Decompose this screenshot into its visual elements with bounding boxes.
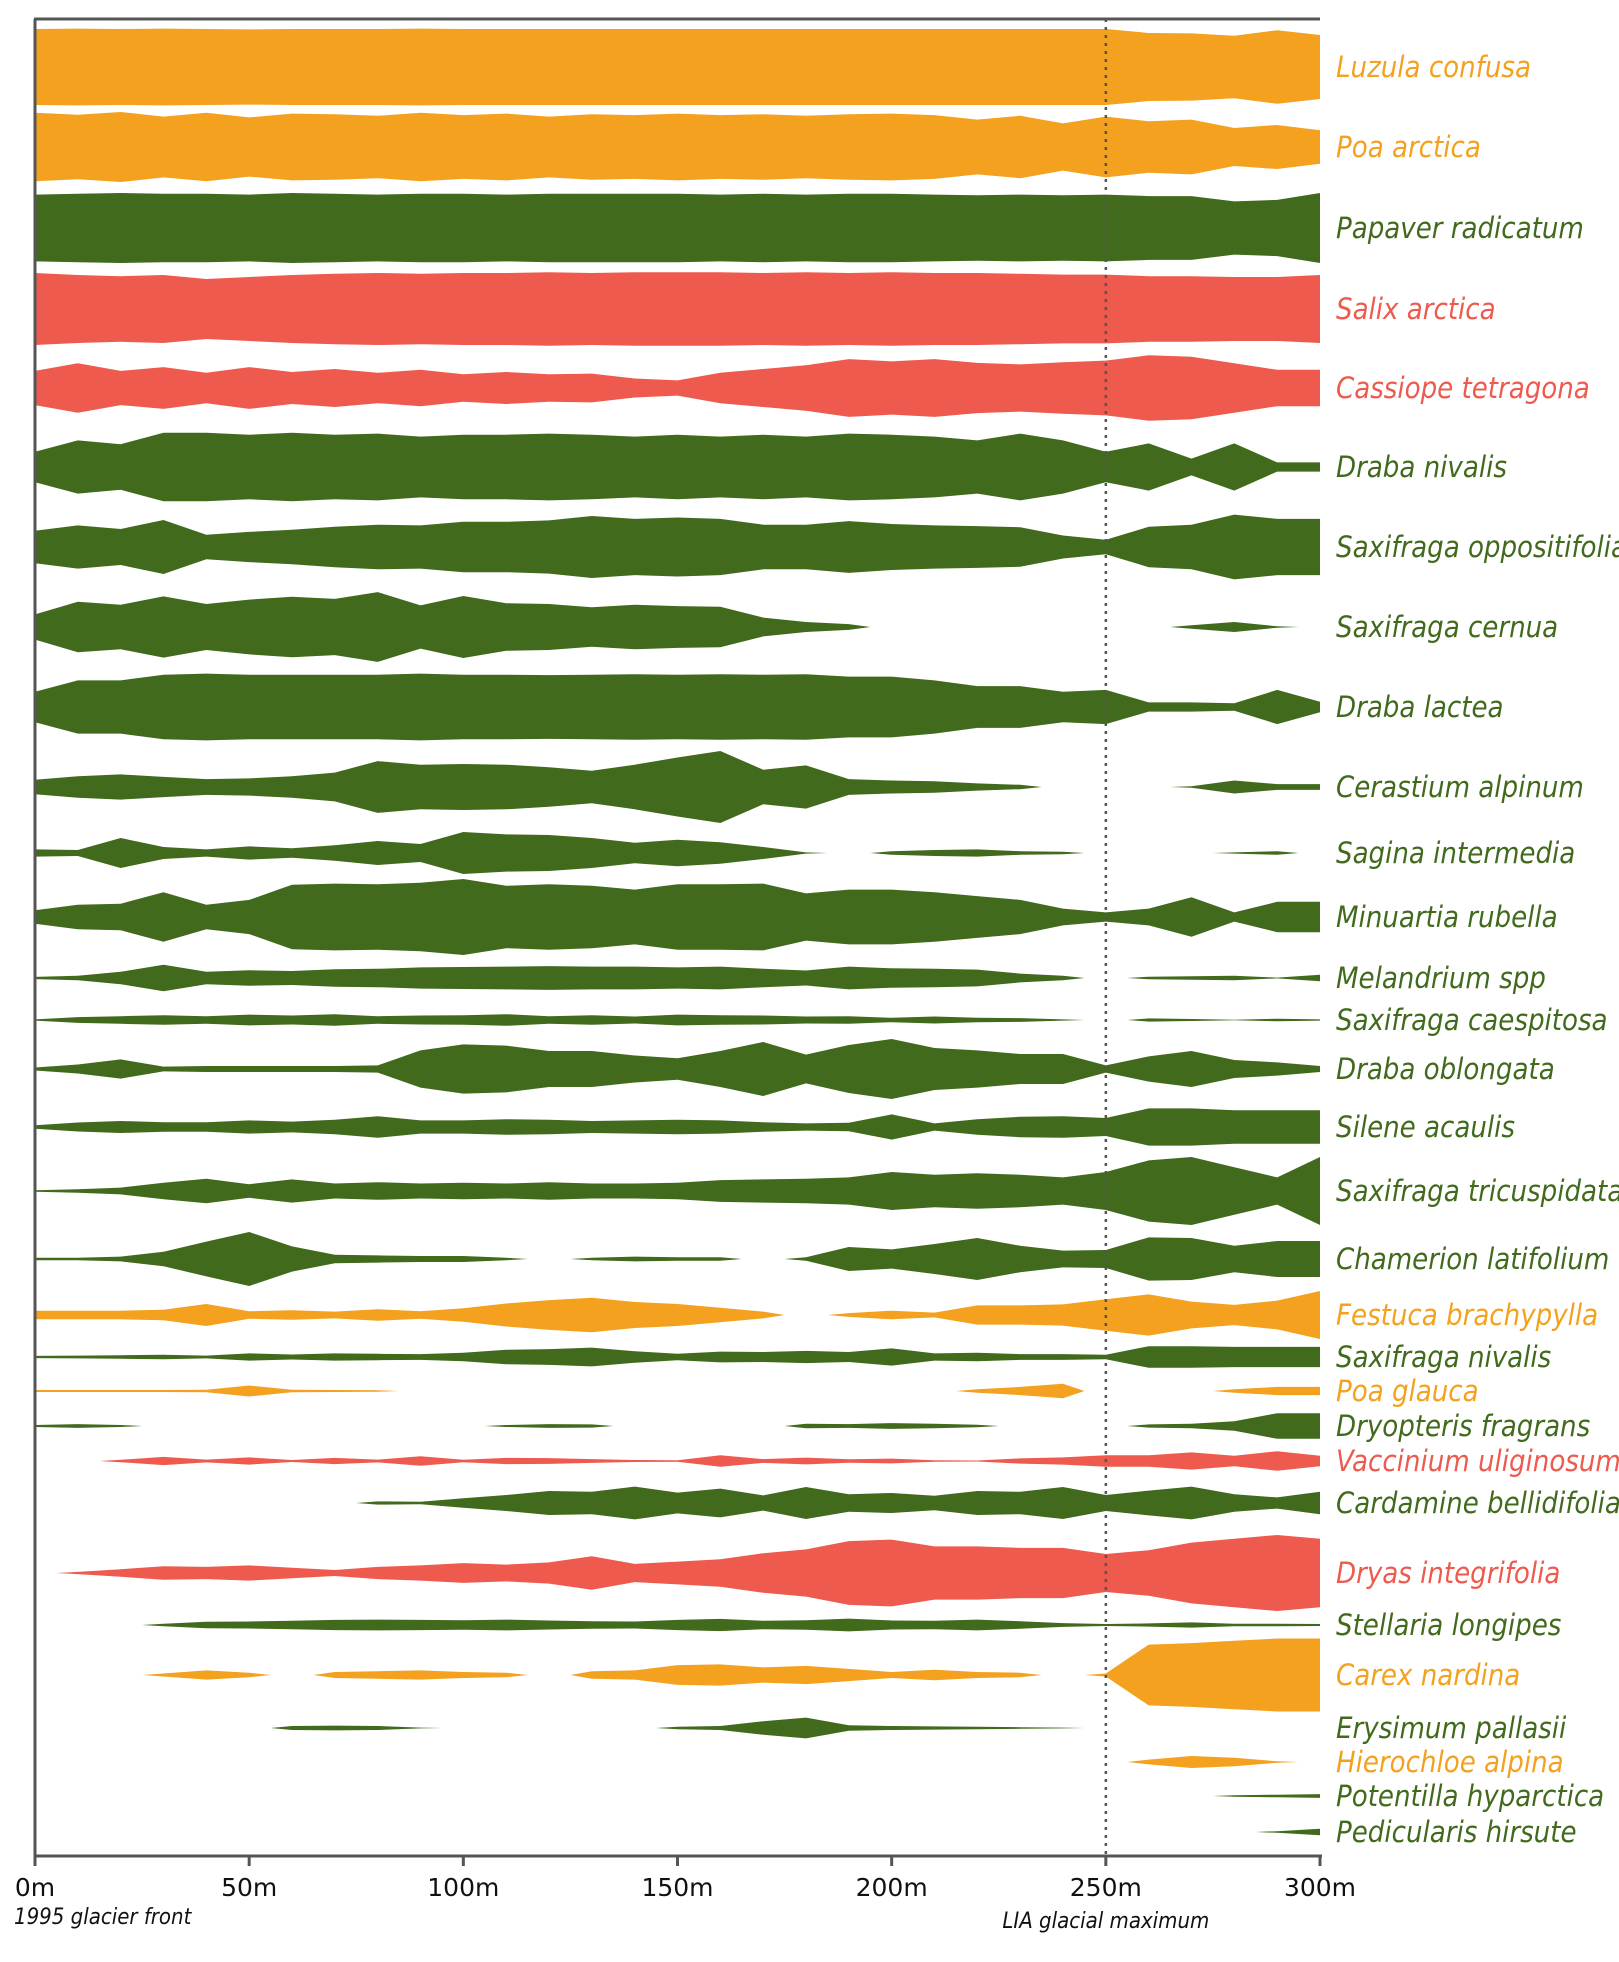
label-draba-lactea: Draba lactea bbox=[1336, 690, 1504, 724]
label-sagina-intermedia: Sagina intermedia bbox=[1336, 836, 1575, 870]
band-draba-nivalis-0 bbox=[35, 432, 1320, 502]
band-saxifraga-cernua-1 bbox=[1170, 622, 1299, 632]
band-salix-arctica-0 bbox=[35, 272, 1320, 346]
band-saxifraga-caespitosa-1 bbox=[1127, 1018, 1320, 1022]
band-hierochloe-alpina-0 bbox=[1127, 1756, 1299, 1768]
label-cerastium-alpinum: Cerastium alpinum bbox=[1336, 770, 1584, 804]
label-vaccinium-uliginosum: Vaccinium uliginosum bbox=[1336, 1444, 1619, 1478]
label-melandrium-spp: Melandrium spp bbox=[1336, 961, 1546, 995]
x-tick-label: 250m bbox=[1070, 1873, 1142, 1902]
band-cerastium-alpinum-1 bbox=[1170, 780, 1320, 794]
label-carex-nardina: Carex nardina bbox=[1336, 1658, 1520, 1692]
label-pedicularis-hirsute: Pedicularis hirsute bbox=[1336, 1815, 1577, 1849]
label-luzula-confusa: Luzula confusa bbox=[1336, 50, 1531, 84]
band-draba-oblongata-0 bbox=[35, 1039, 1320, 1099]
band-stellaria-longipes-0 bbox=[142, 1618, 1321, 1632]
label-papaver-radicatum: Papaver radicatum bbox=[1336, 211, 1584, 245]
label-silene-acaulis: Silene acaulis bbox=[1336, 1110, 1515, 1144]
label-saxifraga-cernua: Saxifraga cernua bbox=[1336, 610, 1558, 644]
x-axis-ticks: 0m 50m 100m 150m 200m 250m 300m bbox=[15, 1856, 1356, 1902]
lia-maximum-note: LIA glacial maximum bbox=[1002, 1909, 1209, 1934]
band-minuartia-rubella-0 bbox=[35, 879, 1320, 955]
label-saxifraga-caespitosa: Saxifraga caespitosa bbox=[1336, 1003, 1608, 1037]
label-saxifraga-tricuspidata: Saxifraga tricuspidata bbox=[1336, 1174, 1619, 1208]
band-poa-glauca-1 bbox=[955, 1383, 1085, 1399]
band-sagina-intermedia-1 bbox=[870, 849, 1085, 857]
label-cassiope-tetragona: Cassiope tetragona bbox=[1336, 371, 1590, 405]
band-papaver-radicatum-0 bbox=[35, 193, 1320, 263]
label-dryas-integrifolia: Dryas integrifolia bbox=[1336, 1556, 1560, 1590]
label-poa-glauca: Poa glauca bbox=[1336, 1374, 1479, 1408]
band-dryopteris-fragrans-1 bbox=[484, 1424, 614, 1428]
band-potentilla-hyparctica-0 bbox=[1212, 1794, 1320, 1798]
band-vaccinium-uliginosum-0 bbox=[99, 1451, 1320, 1471]
band-luzula-confusa-0 bbox=[35, 28, 1320, 106]
band-carex-nardina-3 bbox=[1084, 1638, 1320, 1712]
label-saxifraga-nivalis: Saxifraga nivalis bbox=[1336, 1340, 1552, 1374]
band-saxifraga-tricuspidata-0 bbox=[35, 1157, 1320, 1225]
label-salix-arctica: Salix arctica bbox=[1336, 292, 1496, 326]
x-tick-label: 50m bbox=[221, 1873, 277, 1902]
x-tick-label: 150m bbox=[641, 1873, 713, 1902]
band-dryopteris-fragrans-2 bbox=[784, 1423, 999, 1429]
band-festuca-brachypylla-0 bbox=[35, 1297, 785, 1333]
band-silene-acaulis-0 bbox=[35, 1108, 1320, 1146]
band-chamerion-latifolium-1 bbox=[570, 1256, 742, 1262]
band-erysimum-pallasii-1 bbox=[656, 1717, 1085, 1739]
band-poa-glauca-0 bbox=[35, 1385, 400, 1397]
band-dryopteris-fragrans-0 bbox=[35, 1424, 143, 1428]
species-bands bbox=[35, 28, 1321, 1836]
band-pedicularis-hirsute-0 bbox=[1255, 1828, 1320, 1836]
band-poa-glauca-2 bbox=[1212, 1386, 1320, 1396]
band-melandrium-spp-0 bbox=[35, 964, 1085, 992]
label-stellaria-longipes: Stellaria longipes bbox=[1336, 1608, 1562, 1642]
band-chamerion-latifolium-2 bbox=[784, 1237, 1320, 1281]
band-dryas-integrifolia-0 bbox=[56, 1535, 1320, 1611]
band-carex-nardina-2 bbox=[570, 1664, 1042, 1686]
x-tick-label: 100m bbox=[427, 1873, 499, 1902]
band-cerastium-alpinum-0 bbox=[35, 751, 1042, 823]
species-labels: Luzula confusa Poa arctica Papaver radicat… bbox=[1336, 50, 1619, 1849]
band-saxifraga-caespitosa-0 bbox=[35, 1014, 1085, 1026]
band-sagina-intermedia-0 bbox=[35, 832, 828, 874]
label-draba-nivalis: Draba nivalis bbox=[1336, 450, 1507, 484]
x-tick-label: 0m bbox=[15, 1873, 55, 1902]
x-tick-label: 300m bbox=[1284, 1873, 1356, 1902]
label-potentilla-hyparctica: Potentilla hyparctica bbox=[1336, 1779, 1604, 1813]
label-festuca-brachypylla: Festuca brachypylla bbox=[1336, 1298, 1598, 1332]
label-dryopteris-fragrans: Dryopteris fragrans bbox=[1336, 1409, 1591, 1443]
label-draba-oblongata: Draba oblongata bbox=[1336, 1052, 1555, 1086]
band-carex-nardina-0 bbox=[142, 1670, 271, 1680]
band-poa-arctica-0 bbox=[35, 112, 1320, 182]
band-chamerion-latifolium-0 bbox=[35, 1232, 528, 1286]
glacier-front-note: 1995 glacier front bbox=[14, 1905, 193, 1930]
band-draba-lactea-0 bbox=[35, 673, 1320, 741]
band-dryopteris-fragrans-3 bbox=[1127, 1413, 1320, 1439]
band-saxifraga-nivalis-0 bbox=[35, 1346, 1320, 1368]
band-carex-nardina-1 bbox=[313, 1670, 528, 1680]
band-sagina-intermedia-2 bbox=[1212, 851, 1299, 855]
x-tick-label: 200m bbox=[856, 1873, 928, 1902]
label-hierochloe-alpina: Hierochloe alpina bbox=[1336, 1745, 1564, 1779]
label-minuartia-rubella: Minuartia rubella bbox=[1336, 900, 1558, 934]
label-cardamine-bellidifolia: Cardamine bellidifolia bbox=[1336, 1486, 1619, 1520]
band-cassiope-tetragona-0 bbox=[35, 355, 1320, 421]
band-melandrium-spp-1 bbox=[1127, 974, 1320, 982]
label-erysimum-pallasii: Erysimum pallasii bbox=[1336, 1711, 1567, 1745]
band-saxifraga-oppositifolia-0 bbox=[35, 514, 1320, 580]
band-festuca-brachypylla-1 bbox=[827, 1291, 1320, 1339]
label-saxifraga-oppositifolia: Saxifraga oppositifolia bbox=[1336, 530, 1619, 564]
label-chamerion-latifolium: Chamerion latifolium bbox=[1336, 1242, 1609, 1276]
band-saxifraga-cernua-0 bbox=[35, 592, 871, 662]
band-cardamine-bellidifolia-0 bbox=[356, 1486, 1320, 1520]
band-erysimum-pallasii-0 bbox=[270, 1725, 442, 1731]
label-poa-arctica: Poa arctica bbox=[1336, 130, 1481, 164]
